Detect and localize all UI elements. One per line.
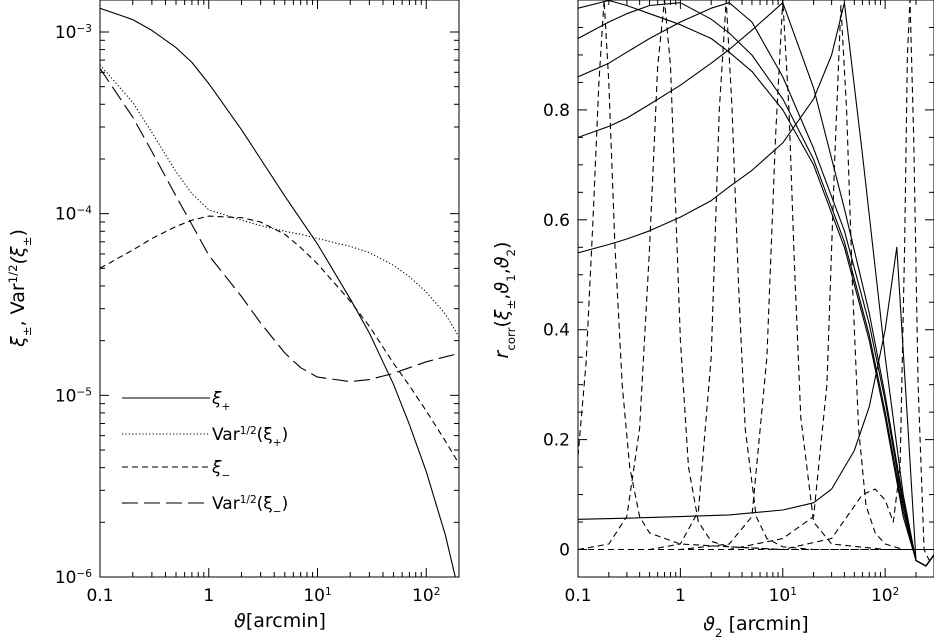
x-axis-label: ϑ2 [arcmin] xyxy=(703,613,808,637)
y-tick-label: 0.6 xyxy=(543,211,570,231)
series-line-1 xyxy=(578,0,934,567)
series-line-4 xyxy=(100,68,459,383)
y-tick-label: 10−6 xyxy=(55,568,92,588)
x-tick-label: 101 xyxy=(303,586,331,606)
legend-label-4: Var1/2(ξ−) xyxy=(212,494,288,518)
x-tick-label: 1 xyxy=(675,586,686,606)
x-tick-label: 0.1 xyxy=(564,586,591,606)
series-group xyxy=(100,7,459,577)
series-line-7 xyxy=(578,0,934,551)
series-line-3 xyxy=(100,215,459,465)
y-axis-label: rcorr(ξ±,ϑ1,ϑ2) xyxy=(491,242,518,359)
series-line-5 xyxy=(578,2,934,567)
left-plot: 0.1 1 101 102 10−6 10−5 10−4 10−3 ϑ[arcmin] ξ±, V… xyxy=(6,0,460,632)
plot-frame xyxy=(99,0,460,578)
x-tick-label: 102 xyxy=(412,586,440,606)
series-line-8 xyxy=(578,0,934,551)
x-axis-label: ϑ[arcmin] xyxy=(234,610,326,632)
y-tick-label: 10−3 xyxy=(55,23,92,43)
series-line-10 xyxy=(578,0,934,551)
x-tick-label: 0.1 xyxy=(86,586,113,606)
legend-label-1: ξ+ xyxy=(211,389,230,413)
series-line-12 xyxy=(578,0,934,562)
series-line-9 xyxy=(578,0,934,551)
x-tick-label: 101 xyxy=(769,586,797,606)
series-line-6 xyxy=(578,246,934,567)
series-group xyxy=(578,0,934,567)
y-axis-label: ξ±, Var1/2(ξ±) xyxy=(6,229,34,348)
series-line-1 xyxy=(100,7,456,577)
series-line-4 xyxy=(578,2,934,567)
series-line-3 xyxy=(578,2,934,567)
x-tick-label: 1 xyxy=(203,586,214,606)
legend-label-2: Var1/2(ξ+) xyxy=(212,425,288,449)
y-tick-label: 0 xyxy=(559,541,570,561)
y-tick-label: 0.2 xyxy=(543,431,570,451)
y-tick-label: 10−5 xyxy=(55,386,92,406)
x-tick-label: 102 xyxy=(871,586,899,606)
right-plot: 0.1 1 101 102 0 0.2 0.4 0.6 0.8 ϑ2 [arcmin] rcorr(… xyxy=(491,0,934,637)
y-tick-label: 0.8 xyxy=(543,101,570,121)
y-tick-label: 10−4 xyxy=(55,205,92,225)
y-tick-label: 0.4 xyxy=(543,321,570,341)
series-line-2 xyxy=(578,2,934,567)
plot-frame xyxy=(577,0,934,578)
series-line-2 xyxy=(100,64,459,338)
series-line-11 xyxy=(578,4,934,551)
legend-label-3: ξ− xyxy=(211,458,230,482)
